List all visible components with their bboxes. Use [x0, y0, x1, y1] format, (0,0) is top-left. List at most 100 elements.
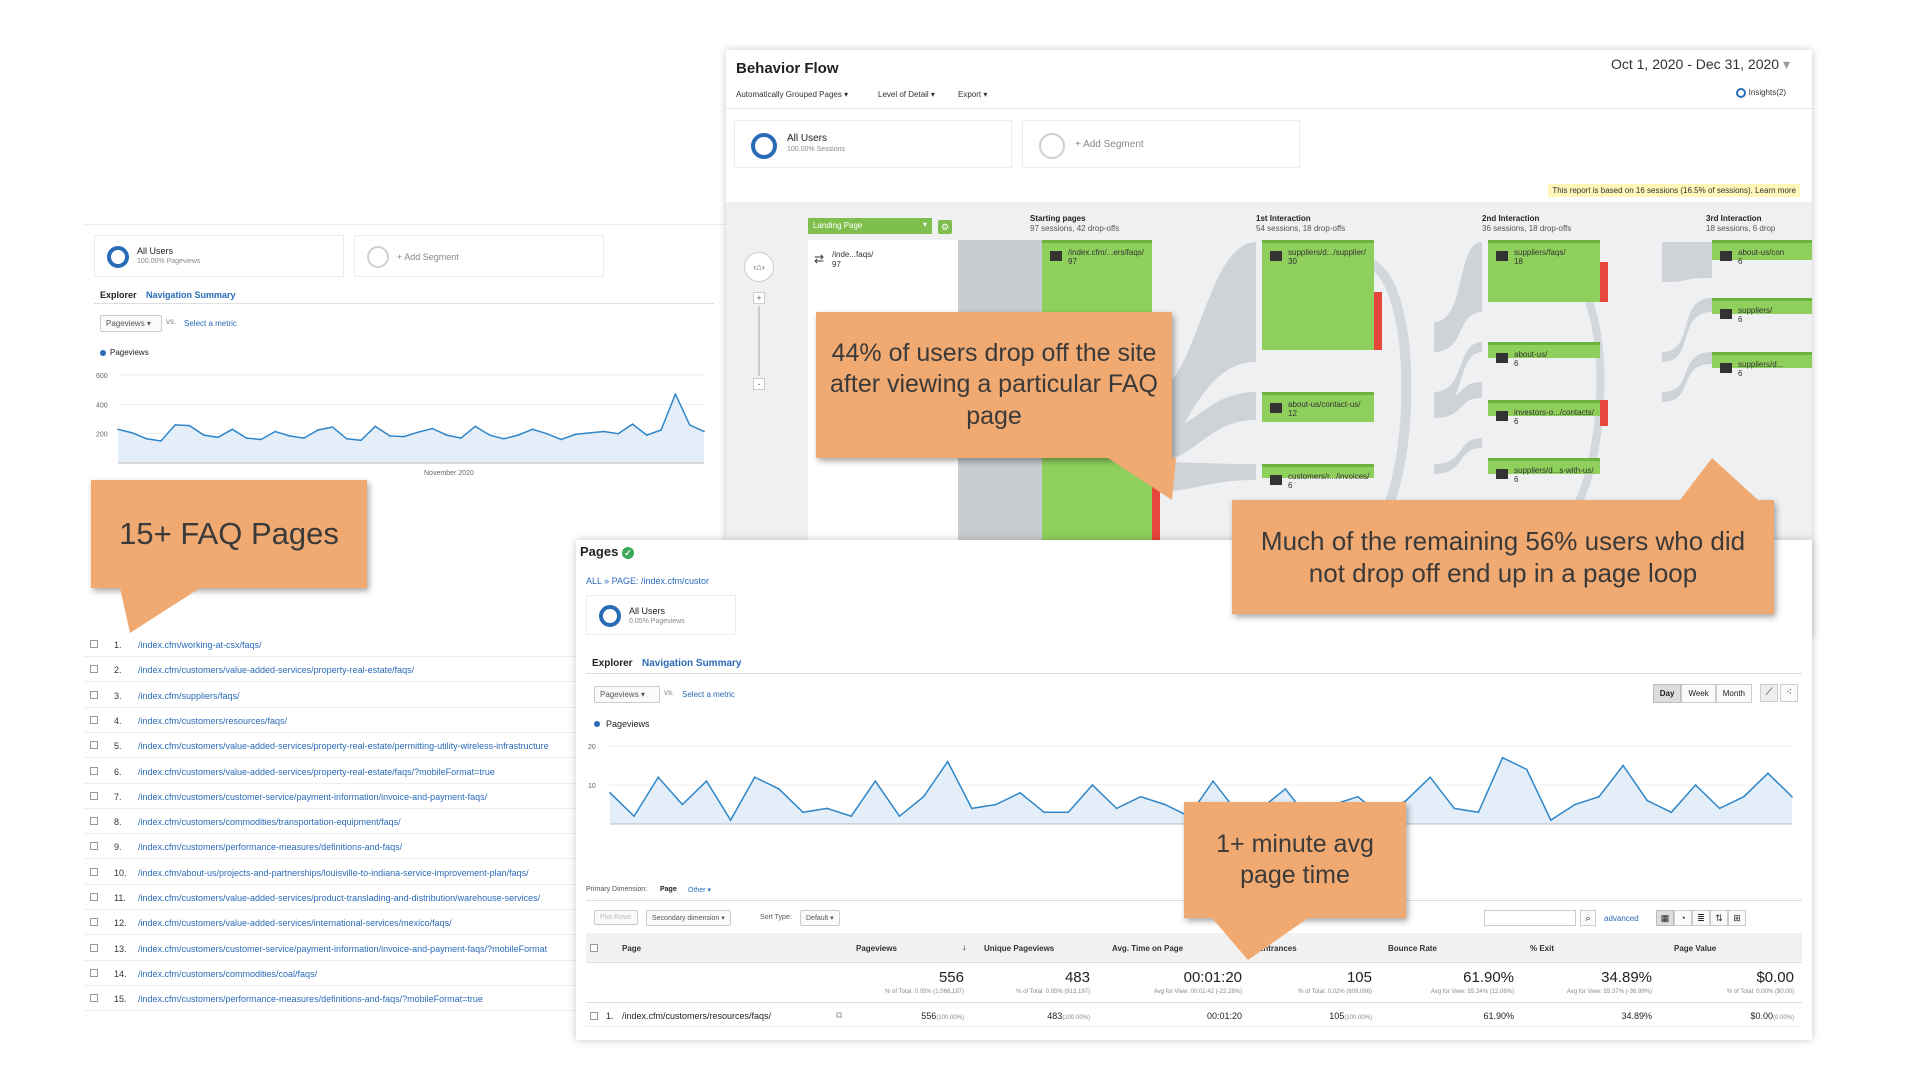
day-button[interactable]: Day [1652, 684, 1682, 703]
scatter-chart-icon[interactable]: ⁖ [1780, 684, 1798, 702]
data-point[interactable] [657, 776, 660, 778]
data-point[interactable] [445, 434, 448, 436]
data-point[interactable] [703, 430, 705, 433]
data-point[interactable] [609, 792, 611, 794]
data-point[interactable] [603, 430, 605, 433]
data-point[interactable] [545, 432, 548, 435]
data-point[interactable] [826, 807, 828, 810]
table-search-input[interactable] [1484, 910, 1576, 926]
data-point[interactable] [1139, 795, 1142, 798]
data-point[interactable] [674, 393, 677, 395]
data-point[interactable] [946, 760, 949, 763]
data-point[interactable] [922, 795, 925, 798]
list-item[interactable]: 3. /index.cfm/suppliers/faqs/ [84, 683, 604, 708]
data-point[interactable] [403, 435, 405, 438]
row-url-link[interactable]: /index.cfm/customers/commodities/transpo… [138, 817, 401, 828]
data-point[interactable] [1429, 776, 1431, 778]
list-item[interactable]: 11. /index.cfm/customers/value-added-serv… [84, 885, 604, 910]
data-point[interactable] [174, 424, 176, 426]
row-url-link[interactable]: /index.cfm/customers/value-added-service… [138, 665, 415, 676]
list-item[interactable]: 10. /index.cfm/about-us/projects-and-part… [84, 860, 604, 885]
data-point[interactable] [274, 430, 277, 433]
add-segment-box[interactable]: + Add Segment [1022, 120, 1300, 168]
interaction3-node-3[interactable]: suppliers/d... 6 [1712, 352, 1812, 378]
list-item[interactable]: 12. /index.cfm/customers/value-added-serv… [84, 910, 604, 936]
plot-rows-button[interactable]: Plot Rows [594, 910, 638, 925]
data-point[interactable] [303, 437, 305, 439]
i1-drop-off[interactable] [1374, 292, 1382, 350]
tab-navigation-summary[interactable]: Navigation Summary [642, 658, 742, 669]
i2-drop-off-2[interactable] [1600, 400, 1608, 426]
data-point[interactable] [660, 429, 662, 431]
data-point[interactable] [688, 424, 691, 426]
header-pageviews[interactable]: Pageviews [856, 944, 897, 953]
landing-page-select[interactable]: Landing Page ▾ [808, 218, 932, 234]
interaction1-node-3[interactable]: customers/r.../invoices/6 [1262, 464, 1374, 490]
data-point[interactable] [1043, 811, 1046, 814]
data-point[interactable] [802, 811, 804, 814]
settings-gear-icon[interactable]: ⚙ [938, 220, 952, 234]
data-point[interactable] [288, 435, 291, 437]
list-item[interactable]: 8. /index.cfm/customers/commodities/trans… [84, 809, 604, 835]
sort-type-select[interactable]: Default ▾ [800, 910, 840, 926]
all-users-segment[interactable]: All Users 100.00% Sessions [734, 120, 1012, 168]
header-unique-pageviews[interactable]: Unique Pageviews [984, 944, 1055, 953]
data-point[interactable] [1646, 799, 1649, 802]
list-item[interactable]: 6. /index.cfm/customers/value-added-servi… [84, 759, 604, 784]
row-checkbox[interactable] [90, 791, 98, 800]
data-point[interactable] [1501, 756, 1504, 759]
list-item[interactable]: 1. /index.cfm/working-at-csx/faqs/ [84, 632, 604, 657]
data-point[interactable] [160, 440, 162, 442]
data-point[interactable] [202, 434, 205, 436]
add-segment-box[interactable]: + Add Segment [354, 235, 604, 277]
data-point[interactable] [1670, 811, 1673, 814]
landing-node-label[interactable]: /inde...faqs/ [832, 250, 874, 259]
header-page[interactable]: Page [622, 944, 642, 953]
list-item[interactable]: 7. /index.cfm/customers/customer-service/… [84, 784, 604, 809]
data-point[interactable] [188, 424, 191, 427]
line-chart-icon[interactable]: ⟋ [1760, 684, 1778, 702]
row-checkbox[interactable] [90, 918, 98, 927]
data-point[interactable] [705, 780, 708, 782]
week-button[interactable]: Week [1681, 684, 1716, 703]
data-point[interactable] [1091, 784, 1094, 786]
i2-drop-off-1[interactable] [1600, 262, 1608, 302]
table-row[interactable] [586, 1003, 1802, 1027]
header-page-value[interactable]: Page Value [1674, 944, 1717, 953]
list-item[interactable]: 13. /index.cfm/customers/customer-service… [84, 936, 604, 961]
row-url-link[interactable]: /index.cfm/customers/resources/faqs/ [138, 715, 288, 726]
data-point[interactable] [1694, 784, 1697, 786]
interaction2-node-1[interactable]: suppliers/faqs/18 [1488, 240, 1600, 302]
data-point[interactable] [874, 780, 877, 782]
row-url-link[interactable]: /index.cfm/customers/value-added-service… [138, 741, 549, 752]
other-dimension-link[interactable]: Other ▾ [688, 887, 711, 894]
row-checkbox[interactable] [90, 893, 98, 901]
interaction3-node-2[interactable]: suppliers/6 [1712, 298, 1812, 324]
row-url-link[interactable]: /index.cfm/customers/value-added-service… [138, 893, 541, 903]
select-metric-link[interactable]: Select a metric [682, 690, 735, 699]
data-point[interactable] [1525, 768, 1528, 771]
row-checkbox[interactable] [590, 1012, 598, 1020]
metric-select[interactable]: Pageviews ▾ [100, 315, 162, 332]
data-point[interactable] [633, 815, 635, 817]
row-url-link[interactable]: /index.cfm/suppliers/faqs/ [138, 690, 240, 701]
data-point[interactable] [1574, 803, 1576, 806]
data-point[interactable] [360, 439, 362, 442]
data-point[interactable] [417, 431, 419, 433]
data-point[interactable] [231, 428, 234, 431]
data-point[interactable] [1477, 811, 1480, 814]
row-url-link[interactable]: /index.cfm/customers/customer-service/pa… [138, 943, 548, 954]
secondary-dimension-select[interactable]: Secondary dimension ▾ [646, 910, 731, 926]
row-checkbox[interactable] [90, 842, 98, 851]
interaction2-node-3[interactable]: investors-o.../contacts/6 [1488, 400, 1600, 426]
data-point[interactable] [145, 438, 148, 440]
row-checkbox[interactable] [90, 817, 98, 826]
data-point[interactable] [1284, 788, 1287, 790]
select-all-checkbox[interactable] [590, 944, 598, 952]
data-point[interactable] [117, 428, 119, 431]
data-point[interactable] [1356, 795, 1359, 798]
data-point[interactable] [1405, 799, 1407, 802]
data-point[interactable] [260, 438, 262, 441]
data-point[interactable] [631, 423, 634, 425]
pan-control[interactable]: ‹⌂› [744, 252, 774, 282]
